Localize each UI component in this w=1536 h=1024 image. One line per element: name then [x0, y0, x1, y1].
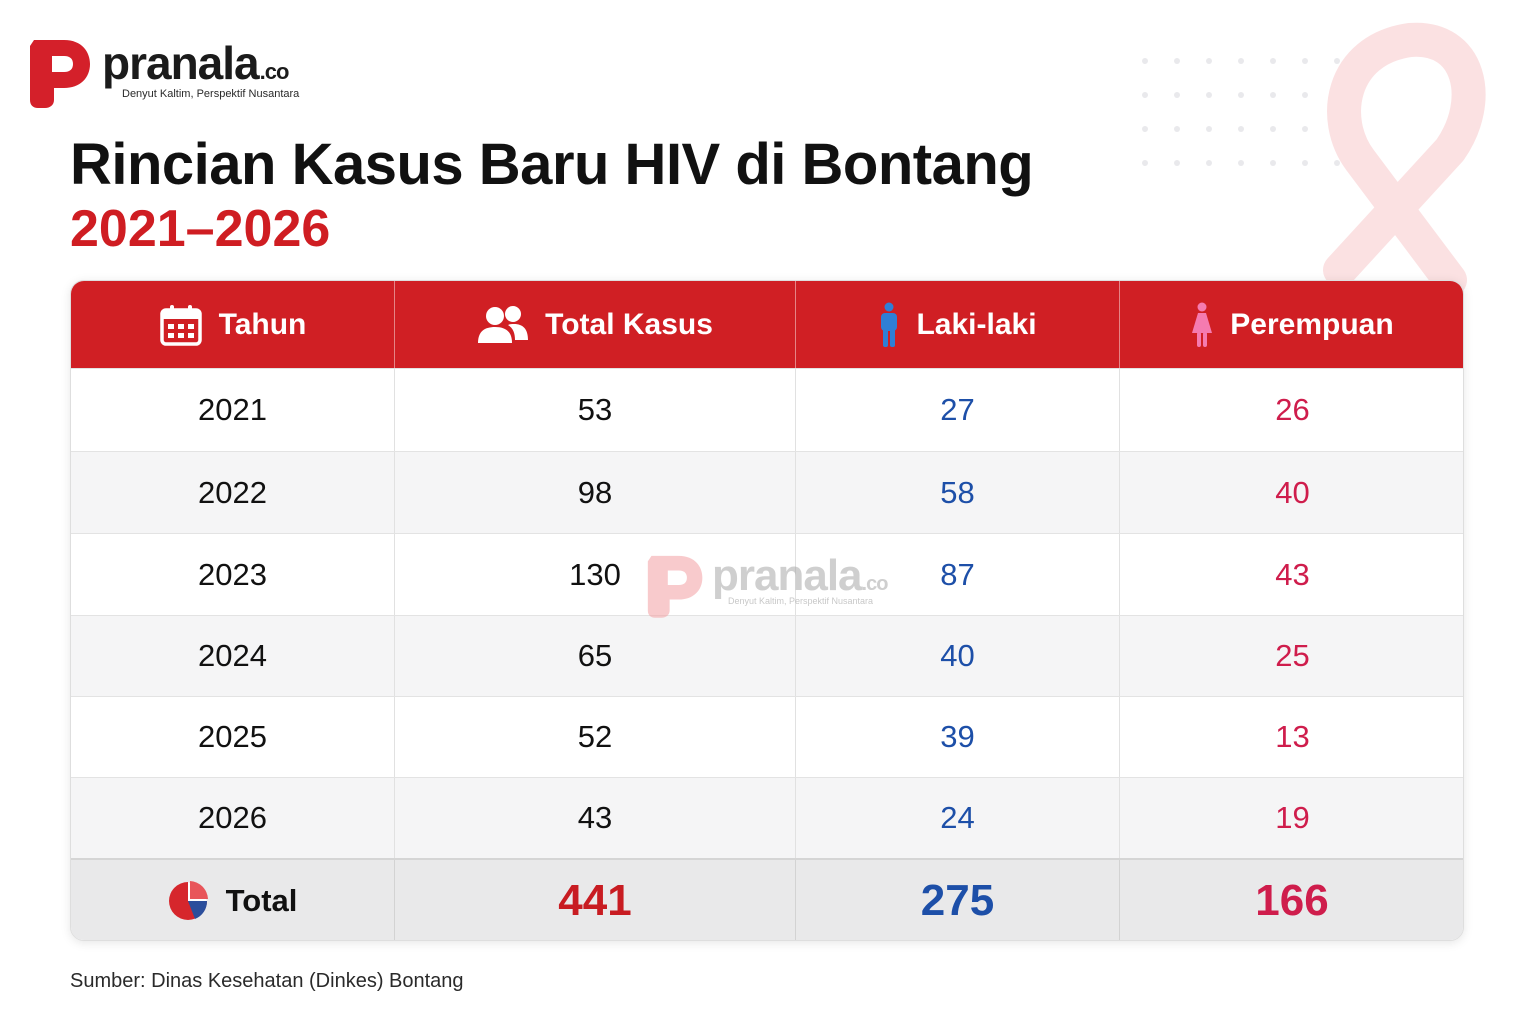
cell-female: 25 [1275, 638, 1310, 673]
header-female-label: Perempuan [1230, 307, 1394, 341]
brand-name: pranala.co [102, 37, 290, 89]
decorative-dot [1174, 92, 1180, 98]
total-label-cell: Total [71, 860, 395, 940]
decorative-dot [1270, 126, 1276, 132]
decorative-dot [1302, 126, 1308, 132]
table-row: 2022 98 58 40 [71, 451, 1463, 533]
pie-chart-icon [168, 881, 208, 920]
cell-male: 40 [796, 616, 1120, 696]
decorative-dot [1206, 160, 1212, 166]
cell-year: 2022 [71, 452, 395, 533]
decorative-dot [1142, 92, 1148, 98]
decorative-dot [1302, 58, 1308, 64]
page-title: Rincian Kasus Baru HIV di Bontang [70, 132, 1034, 197]
header-male: Laki-laki [796, 281, 1120, 368]
table-header-row: Tahun Total Kasus Laki-laki [71, 281, 1463, 368]
table-row: 2025 52 39 13 [71, 696, 1463, 777]
decorative-dot [1270, 58, 1276, 64]
header-total: Total Kasus [395, 281, 796, 368]
total-male-value: 275 [796, 860, 1120, 940]
logo-mark-icon [30, 40, 90, 108]
cell-female: 40 [1275, 474, 1310, 510]
cell-total: 43 [395, 778, 796, 858]
header-year-label: Tahun [218, 307, 307, 341]
table-row: 2023 130 87 43 [71, 533, 1463, 615]
cell-male: 39 [796, 697, 1120, 777]
decorative-dot [1174, 126, 1180, 132]
decorative-dot [1142, 160, 1148, 166]
header-female: Perempuan [1120, 281, 1463, 368]
total-female-value: 166 [1120, 860, 1463, 940]
table-row: 2021 53 27 26 [71, 368, 1463, 451]
decorative-dot [1206, 92, 1212, 98]
cell-year: 2025 [71, 697, 395, 777]
cell-male: 87 [796, 534, 1120, 615]
decorative-dot [1238, 58, 1244, 64]
decorative-dot [1270, 160, 1276, 166]
cell-total: 65 [395, 616, 796, 696]
brand-logo: pranala.co Denyut Kaltim, Perspektif Nus… [28, 34, 358, 110]
cell-year: 2021 [71, 369, 395, 451]
table-row: 2026 43 24 19 [71, 777, 1463, 858]
decorative-dot [1238, 126, 1244, 132]
cell-female: 13 [1275, 719, 1310, 754]
cell-female: 43 [1275, 556, 1310, 592]
cell-year: 2024 [71, 616, 395, 696]
total-label: Total [225, 883, 298, 918]
decorative-dot [1270, 92, 1276, 98]
decorative-dot [1142, 58, 1148, 64]
male-icon [881, 302, 898, 347]
cell-total: 130 [395, 534, 796, 615]
decorative-dot [1334, 58, 1340, 64]
awareness-ribbon-icon [1323, 22, 1486, 297]
cell-male: 58 [796, 452, 1120, 533]
page-subtitle: 2021–2026 [70, 200, 331, 258]
brand-suffix: .co [259, 59, 290, 84]
decorative-dot [1334, 160, 1340, 166]
table-row: 2024 65 40 25 [71, 615, 1463, 696]
decorative-dot [1238, 160, 1244, 166]
cell-total: 98 [395, 452, 796, 533]
decorative-dot [1302, 160, 1308, 166]
people-icon [478, 305, 529, 343]
total-cases-value: 441 [395, 860, 796, 940]
cell-year: 2023 [71, 534, 395, 615]
decorative-dot [1302, 92, 1308, 98]
decorative-dot [1174, 58, 1180, 64]
source-note: Sumber: Dinas Kesehatan (Dinkes) Bontang [70, 970, 464, 992]
header-male-label: Laki-laki [916, 307, 1037, 341]
cell-total: 52 [395, 697, 796, 777]
female-icon [1192, 302, 1213, 347]
decorative-dot [1238, 92, 1244, 98]
cell-total: 53 [395, 369, 796, 451]
brand-tagline: Denyut Kaltim, Perspektif Nusantara [122, 88, 300, 100]
decorative-dot [1206, 126, 1212, 132]
cell-male: 24 [796, 778, 1120, 858]
decorative-dot [1206, 58, 1212, 64]
table-total-row: Total 441 275 166 [71, 858, 1463, 940]
hiv-cases-table: Tahun Total Kasus Laki-laki [70, 280, 1464, 941]
cell-male: 27 [796, 369, 1120, 451]
decorative-dot [1142, 126, 1148, 132]
cell-female: 19 [1275, 800, 1310, 835]
decorative-dot [1174, 160, 1180, 166]
header-total-label: Total Kasus [545, 307, 713, 341]
cell-year: 2026 [71, 778, 395, 858]
calendar-icon [159, 304, 202, 346]
cell-female: 26 [1275, 392, 1310, 427]
header-year: Tahun [71, 281, 395, 368]
